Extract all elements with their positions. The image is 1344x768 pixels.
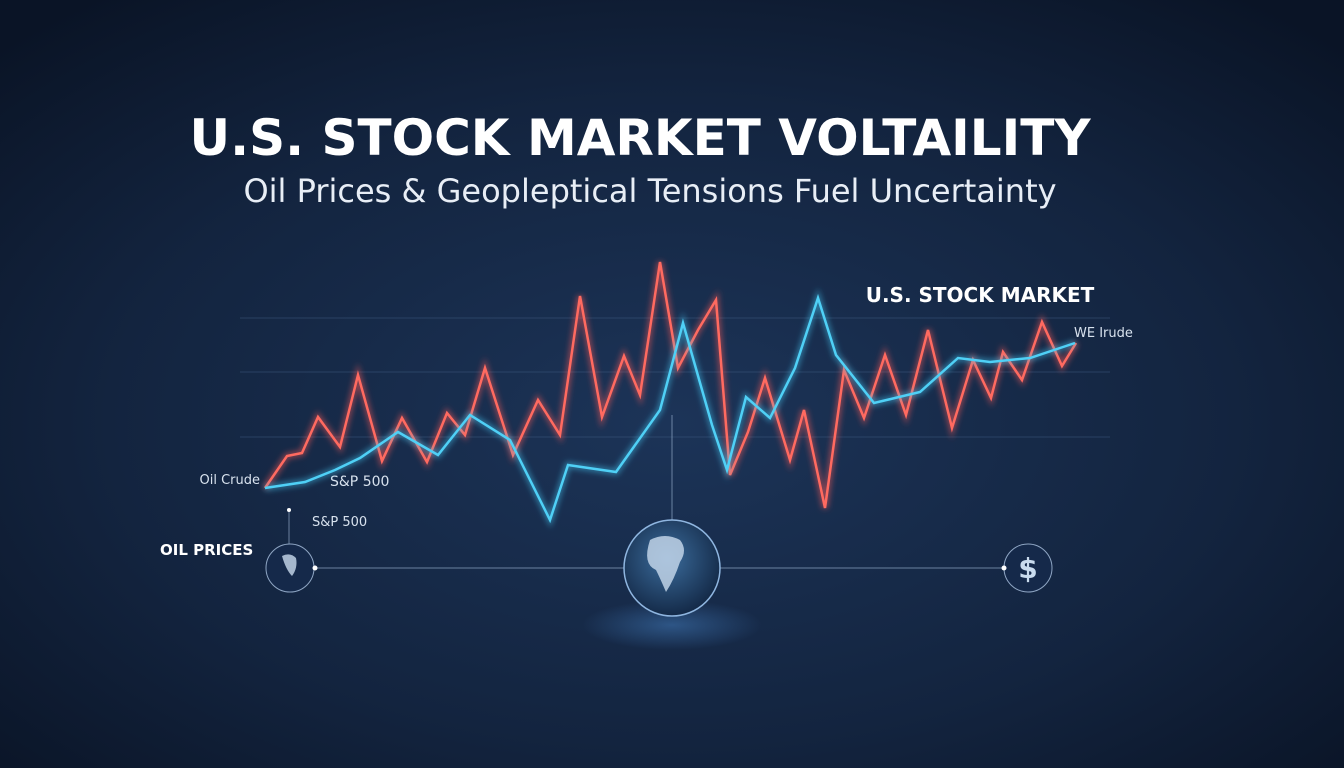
globe-continent [647, 536, 684, 592]
dot [1001, 565, 1007, 571]
sp500-marker-label: S&P 500 [312, 515, 367, 530]
connectors [288, 415, 1004, 569]
small-globe-continent [282, 554, 297, 576]
globe-glow [582, 600, 762, 650]
dollar-icon: $ [1018, 552, 1037, 585]
market-label: U.S. STOCK MARKET [866, 283, 1095, 307]
wti-label: WE Irude [1074, 326, 1133, 341]
dot [312, 565, 318, 571]
sp500-line [264, 293, 1076, 524]
sp500-label: S&P 500 [330, 474, 389, 490]
subtitle: Oil Prices & Geopleptical Tensions Fuel … [243, 172, 1056, 210]
oil-prices-label: OIL PRICES [160, 541, 253, 559]
oil-crude-label: Oil Crude [200, 473, 261, 488]
grid [240, 317, 1110, 438]
title: U.S. STOCK MARKET VOLTAILITY [189, 109, 1091, 167]
dot [287, 508, 291, 512]
